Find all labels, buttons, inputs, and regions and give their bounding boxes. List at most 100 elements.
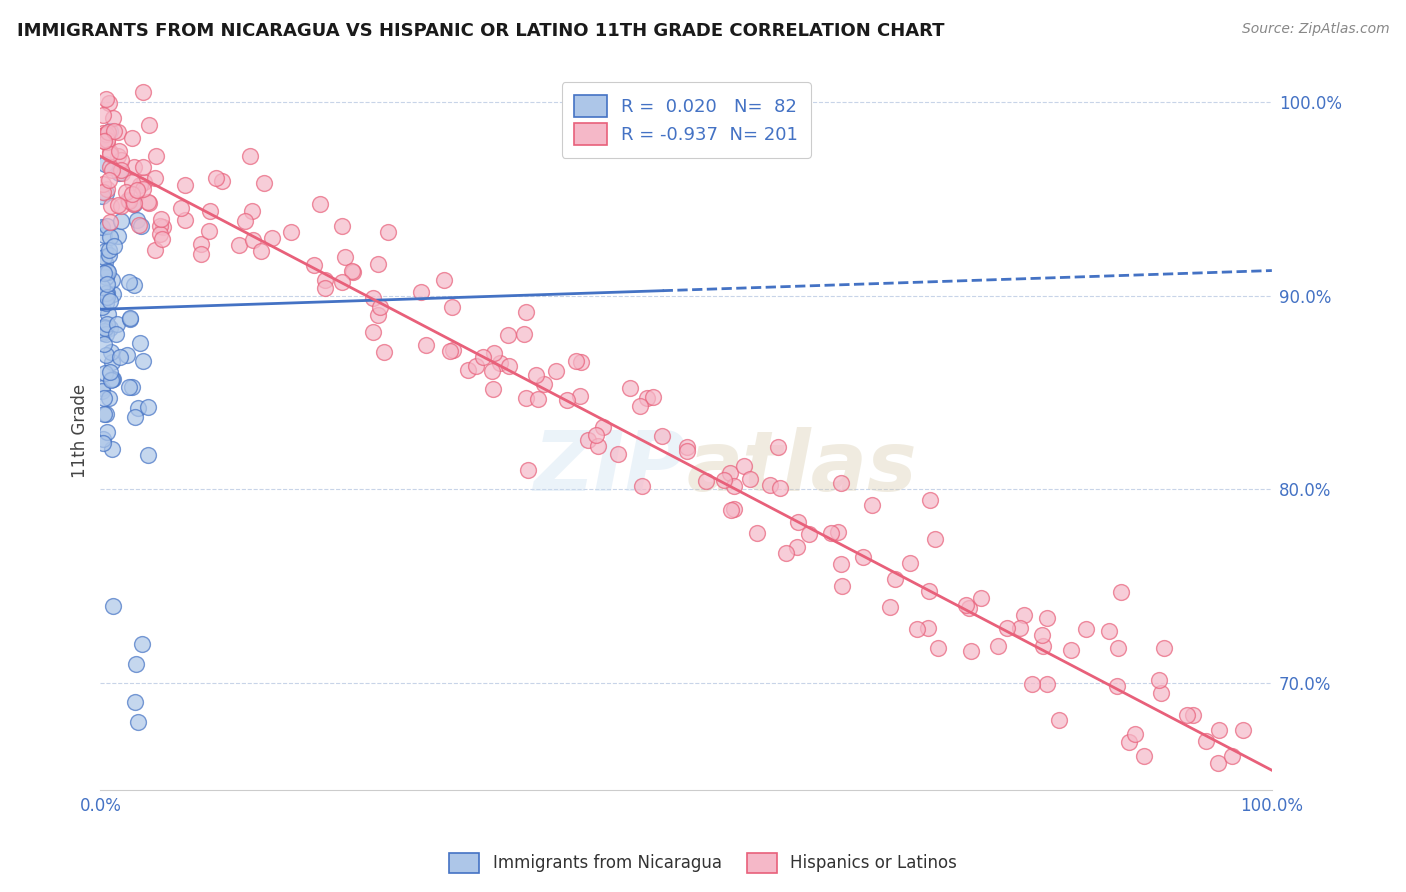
Point <box>103 239 125 253</box>
Point <box>117 348 139 362</box>
Point <box>555 393 578 408</box>
Point <box>240 204 263 219</box>
Point <box>150 212 173 227</box>
Point <box>98 293 121 308</box>
Point <box>260 231 283 245</box>
Point <box>170 201 193 215</box>
Point <box>129 335 152 350</box>
Point <box>98 173 121 187</box>
Point <box>576 433 599 447</box>
Point <box>957 601 980 615</box>
Point <box>1076 623 1098 637</box>
Point <box>1143 794 1166 808</box>
Point <box>198 223 221 237</box>
Point <box>93 392 115 406</box>
Point <box>91 177 114 191</box>
Point <box>960 644 983 658</box>
Point <box>132 182 155 196</box>
Point <box>138 118 160 132</box>
Text: ZIP: ZIP <box>533 426 686 508</box>
Point <box>125 183 148 197</box>
Point <box>100 373 122 387</box>
Point <box>1147 673 1170 687</box>
Point <box>121 186 143 201</box>
Point <box>118 380 141 394</box>
Point <box>97 307 120 321</box>
Point <box>90 279 112 293</box>
Point <box>769 481 792 495</box>
Point <box>96 136 118 150</box>
Point <box>136 448 159 462</box>
Point <box>433 273 456 287</box>
Point <box>713 473 735 487</box>
Point <box>1175 708 1198 723</box>
Point <box>883 572 905 586</box>
Point <box>101 163 124 178</box>
Point <box>94 296 117 310</box>
Point <box>363 325 385 339</box>
Point <box>1133 748 1156 763</box>
Point <box>91 129 114 144</box>
Point <box>585 427 607 442</box>
Point <box>136 195 159 210</box>
Point <box>111 166 134 180</box>
Point <box>786 515 808 529</box>
Point <box>918 583 941 598</box>
Point <box>1182 708 1205 723</box>
Point <box>718 466 741 480</box>
Point <box>457 363 479 377</box>
Point <box>489 356 512 370</box>
Point <box>91 185 114 199</box>
Point <box>121 379 143 393</box>
Point <box>107 148 129 162</box>
Point <box>628 399 651 413</box>
Point <box>211 174 233 188</box>
Point <box>723 501 745 516</box>
Point <box>120 312 142 326</box>
Point <box>517 462 540 476</box>
Point <box>377 225 399 239</box>
Point <box>93 255 115 269</box>
Point <box>93 250 115 264</box>
Point <box>917 621 939 635</box>
Point <box>898 556 921 570</box>
Point <box>513 327 536 342</box>
Point <box>465 359 488 373</box>
Point <box>94 131 117 145</box>
Point <box>472 351 495 365</box>
Point <box>108 165 131 179</box>
Point <box>93 336 115 351</box>
Point <box>955 598 977 612</box>
Point <box>124 696 146 710</box>
Point <box>233 214 256 228</box>
Point <box>93 319 115 334</box>
Point <box>314 273 336 287</box>
Point <box>107 197 129 211</box>
Point <box>924 532 946 546</box>
Point <box>745 525 768 540</box>
Point <box>90 381 112 395</box>
Point <box>905 622 928 636</box>
Point <box>129 178 152 192</box>
Point <box>831 579 853 593</box>
Point <box>98 215 121 229</box>
Point <box>1208 723 1230 738</box>
Point <box>190 247 212 261</box>
Point <box>820 526 842 541</box>
Point <box>1036 677 1059 691</box>
Point <box>121 131 143 145</box>
Point <box>571 354 593 368</box>
Point <box>332 219 354 233</box>
Point <box>1036 611 1059 625</box>
Point <box>830 558 852 572</box>
Point <box>96 290 118 304</box>
Point <box>987 639 1010 653</box>
Point <box>91 126 114 140</box>
Point <box>361 291 384 305</box>
Point <box>1220 748 1243 763</box>
Point <box>830 475 852 490</box>
Point <box>1032 639 1054 653</box>
Point <box>145 149 167 163</box>
Point <box>546 364 568 378</box>
Point <box>101 287 124 301</box>
